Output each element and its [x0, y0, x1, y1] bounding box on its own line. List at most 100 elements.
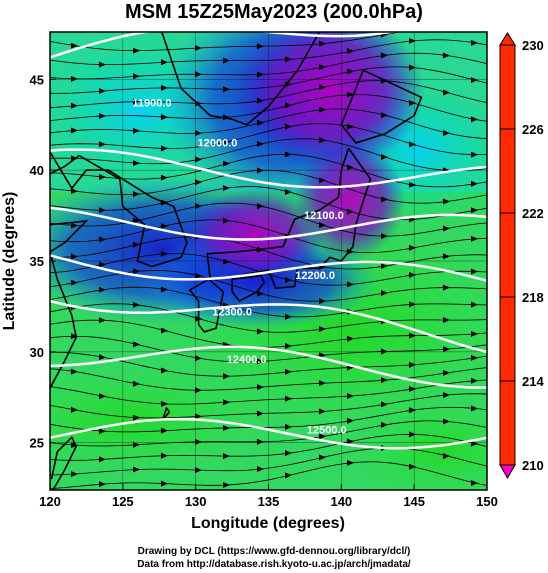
streamline — [50, 153, 487, 188]
streamline — [50, 32, 402, 52]
x-axis-title: Longitude (degrees) — [191, 515, 345, 532]
wind-arrow — [471, 479, 478, 486]
wind-arrow — [285, 395, 292, 402]
colorbar-tick-label: 218 — [522, 290, 544, 305]
wind-arrow — [223, 453, 230, 460]
wind-arrow — [443, 253, 450, 260]
wind-arrow — [99, 261, 106, 268]
wind-arrow — [257, 384, 264, 391]
wind-arrow — [285, 450, 292, 457]
y-tick-label: 40 — [30, 163, 44, 178]
wind-arrow — [381, 401, 388, 408]
wind-arrow — [223, 57, 230, 64]
x-tick-label: 150 — [476, 494, 498, 509]
coastline-segment — [50, 435, 78, 490]
wind-arrow — [471, 235, 478, 242]
wind-arrow — [285, 56, 292, 63]
wind-arrow — [133, 268, 140, 275]
wind-arrow — [409, 37, 416, 44]
streamline — [50, 202, 487, 237]
wind-arrow — [443, 89, 450, 96]
wind-arrow — [443, 23, 450, 29]
wind-arrow — [161, 452, 168, 459]
wind-arrow — [161, 286, 168, 293]
wind-arrow — [443, 369, 450, 376]
wind-arrow — [409, 385, 416, 392]
wind-arrow — [133, 414, 140, 421]
wind-arrow — [443, 129, 450, 136]
wind-arrow — [71, 279, 78, 286]
wind-arrow — [99, 286, 106, 293]
wind-arrow — [381, 377, 388, 384]
colorbar-top-arrow — [499, 32, 516, 46]
wind-arrow — [409, 301, 416, 308]
wind-arrow — [99, 174, 106, 181]
wind-arrow — [161, 427, 168, 434]
wind-arrow — [443, 284, 450, 291]
wind-arrow — [347, 48, 354, 55]
wind-arrow — [381, 233, 388, 240]
wind-arrow — [257, 140, 264, 147]
wind-arrow — [381, 153, 388, 160]
wind-arrow — [381, 421, 388, 428]
coastline-segment — [188, 278, 225, 333]
wind-arrow — [161, 480, 168, 487]
wind-arrow — [223, 160, 230, 167]
wind-arrow — [471, 377, 478, 384]
y-axis-title: Latitude (degrees) — [1, 192, 18, 331]
wind-arrow — [381, 112, 388, 119]
height-contour-line — [50, 32, 399, 59]
wind-arrow — [257, 410, 264, 417]
wind-arrow — [285, 123, 292, 130]
wind-arrow — [347, 123, 354, 130]
streamline — [50, 335, 487, 363]
wind-arrow — [161, 327, 168, 334]
streamline — [50, 303, 487, 333]
contour-label: 12500.0 — [307, 425, 347, 437]
wind-arrow — [471, 301, 478, 308]
wind-arrow — [409, 181, 416, 188]
streamline — [50, 236, 487, 270]
wind-arrow — [223, 373, 230, 380]
wind-arrow — [257, 290, 264, 297]
wind-arrow — [257, 328, 264, 335]
wind-arrow — [133, 217, 140, 224]
x-tick-label: 130 — [185, 494, 207, 509]
height-contour-line — [50, 148, 487, 189]
wind-arrow — [285, 276, 292, 283]
streamline — [50, 393, 487, 419]
contour-label: 12200.0 — [295, 270, 335, 282]
height-contours: 11900.0 12000.0 12100.0 12200.0 12300.0 12400… — [50, 32, 487, 450]
credit-drawing: Drawing by DCL (https://www.gfd-dennou.o… — [137, 546, 411, 557]
wind-arrow — [71, 470, 78, 477]
streamline — [50, 286, 487, 318]
wind-arrow — [133, 441, 140, 448]
height-contour-line — [50, 206, 487, 241]
colorbar-bottom-arrow — [499, 464, 516, 480]
wind-arrow — [133, 191, 140, 198]
streamline — [50, 66, 487, 94]
wind-arrow — [99, 456, 106, 463]
wind-arrow — [285, 368, 292, 375]
wind-arrow — [409, 431, 416, 438]
wind-arrow — [195, 203, 202, 210]
wind-arrow — [99, 236, 106, 243]
wind-arrow — [195, 45, 202, 52]
wind-arrow — [223, 399, 230, 406]
wind-arrow — [347, 281, 354, 288]
map-title: MSM 15Z25May2023 (200.0hPa) — [125, 1, 423, 23]
wind-arrow — [195, 71, 202, 78]
wind-arrow — [257, 203, 264, 210]
streamline — [50, 420, 487, 447]
wind-arrow — [285, 423, 292, 430]
streamline — [50, 319, 487, 348]
wind-arrow — [285, 342, 292, 349]
colorbar-tick-label: 210 — [522, 458, 544, 473]
wind-arrow — [409, 271, 416, 278]
streamline — [50, 379, 487, 405]
streamline — [50, 270, 487, 302]
y-tick-label: 25 — [30, 436, 44, 451]
wind-arrow — [195, 179, 202, 186]
wind-arrow — [161, 250, 168, 257]
